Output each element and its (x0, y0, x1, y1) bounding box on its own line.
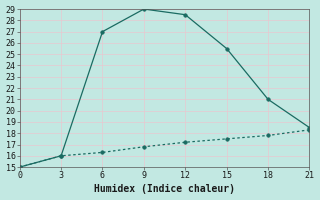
X-axis label: Humidex (Indice chaleur): Humidex (Indice chaleur) (94, 184, 235, 194)
